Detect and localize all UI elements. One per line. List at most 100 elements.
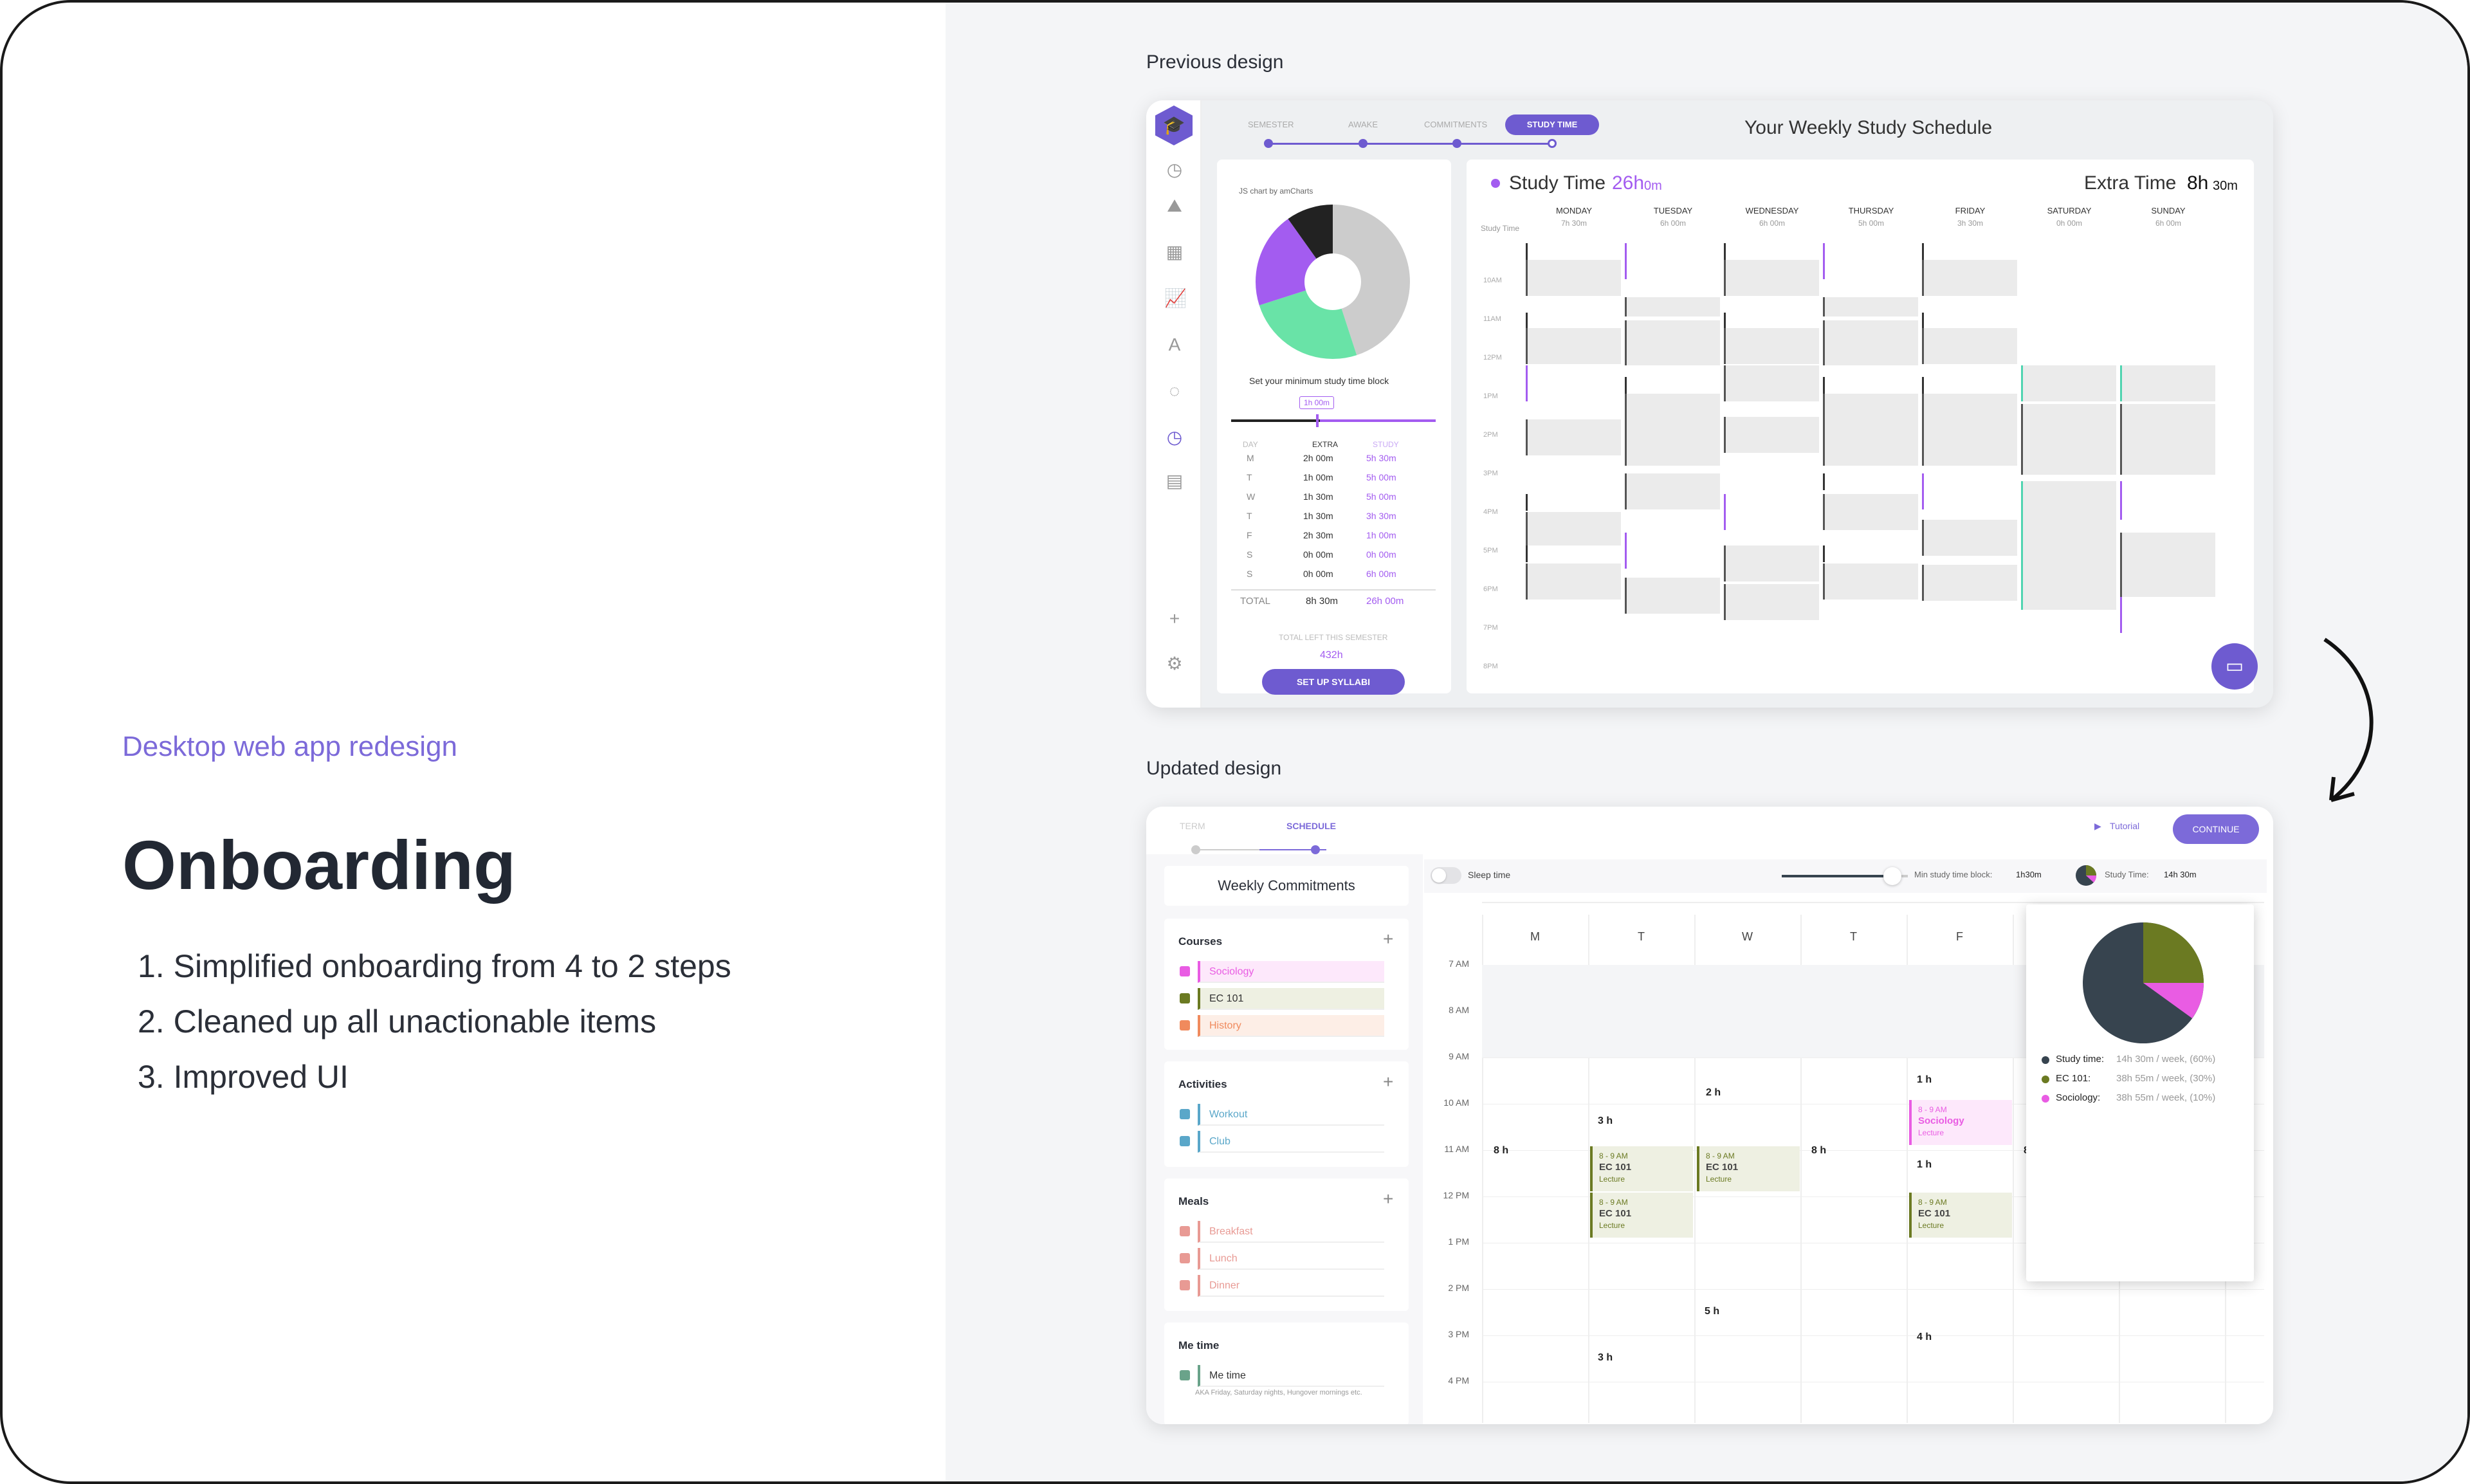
meal-lunch[interactable]: Lunch bbox=[1198, 1248, 1384, 1270]
schedule-block[interactable] bbox=[2021, 481, 2116, 610]
step-schedule[interactable]: SCHEDULE bbox=[1286, 821, 1337, 831]
meal-breakfast[interactable]: Breakfast bbox=[1198, 1221, 1384, 1243]
schedule-block[interactable] bbox=[1823, 545, 1918, 562]
schedule-block[interactable] bbox=[1922, 430, 2017, 466]
schedule-block[interactable] bbox=[1625, 243, 1720, 279]
schedule-block[interactable] bbox=[1724, 417, 1819, 453]
schedule-block[interactable] bbox=[1823, 473, 1918, 490]
schedule-block[interactable] bbox=[2120, 365, 2215, 401]
schedule-block[interactable] bbox=[1724, 260, 1819, 296]
font-icon[interactable]: A bbox=[1168, 334, 1181, 354]
schedule-block[interactable] bbox=[1724, 243, 1819, 260]
schedule-block[interactable] bbox=[1922, 473, 2017, 509]
add-meal-icon[interactable]: + bbox=[1383, 1189, 1394, 1209]
schedule-block[interactable] bbox=[1922, 565, 2017, 601]
course-ec101[interactable]: EC 101 bbox=[1198, 988, 1384, 1010]
schedule-block[interactable] bbox=[2021, 404, 2116, 475]
schedule-block[interactable] bbox=[1823, 320, 1918, 365]
schedule-block[interactable] bbox=[1922, 520, 2017, 556]
schedule-block[interactable] bbox=[1724, 365, 1819, 401]
schedule-block[interactable] bbox=[1823, 377, 1918, 394]
ec101-event[interactable]: 8 - 9 AM EC 101 Lecture bbox=[1697, 1146, 1800, 1191]
schedule-block[interactable] bbox=[1526, 563, 1621, 600]
schedule-block[interactable] bbox=[2120, 533, 2215, 603]
schedule-block[interactable] bbox=[1922, 243, 2017, 260]
schedule-block[interactable] bbox=[2021, 365, 2116, 401]
climb-icon[interactable]: ⛰ bbox=[1167, 196, 1182, 215]
schedule-block[interactable] bbox=[1922, 394, 2017, 430]
schedule-block[interactable] bbox=[1823, 494, 1918, 530]
mini-pie-icon[interactable] bbox=[2075, 865, 2097, 886]
schedule-block[interactable] bbox=[1526, 365, 1621, 401]
schedule-block[interactable] bbox=[1625, 297, 1720, 316]
schedule-block[interactable] bbox=[2120, 404, 2215, 475]
step-commitments[interactable]: COMMITMENTS bbox=[1424, 120, 1488, 129]
schedule-block[interactable] bbox=[1625, 533, 1720, 569]
ec101-event[interactable]: 8 - 9 AM EC 101 Lecture bbox=[1909, 1193, 2012, 1238]
chart-icon[interactable]: 📈 bbox=[1164, 288, 1187, 308]
sleep-toggle[interactable] bbox=[1431, 867, 1461, 884]
step-semester[interactable]: SEMESTER bbox=[1248, 120, 1294, 129]
min-block-handle[interactable] bbox=[1883, 867, 1901, 885]
clock-icon[interactable]: ◷ bbox=[1166, 427, 1183, 447]
schedule-block[interactable] bbox=[1823, 430, 1918, 466]
meal-dinner[interactable]: Dinner bbox=[1198, 1275, 1384, 1297]
ec101-event[interactable]: 8 - 9 AM EC 101 Lecture bbox=[1590, 1193, 1693, 1238]
slider-handle[interactable] bbox=[1316, 414, 1319, 427]
step-study-time[interactable]: STUDY TIME bbox=[1505, 115, 1599, 135]
play-icon[interactable]: ▶ bbox=[2094, 821, 2101, 831]
ec101-event[interactable]: 8 - 9 AM EC 101 Lecture bbox=[1590, 1146, 1693, 1191]
chat-support-icon[interactable]: ▭ bbox=[2211, 643, 2258, 690]
schedule-block[interactable] bbox=[1526, 494, 1621, 511]
gear-icon[interactable]: ⚙ bbox=[1166, 654, 1183, 673]
add-course-icon[interactable]: + bbox=[1383, 929, 1394, 949]
schedule-block[interactable] bbox=[1625, 394, 1720, 430]
schedule-block[interactable] bbox=[1526, 545, 1621, 562]
calendar-icon[interactable]: ▦ bbox=[1166, 242, 1184, 262]
continue-button[interactable]: CONTINUE bbox=[2173, 814, 2259, 844]
tutorial-link[interactable]: Tutorial bbox=[2110, 821, 2140, 831]
schedule-block[interactable] bbox=[1625, 578, 1720, 614]
schedule-block[interactable] bbox=[1625, 320, 1720, 365]
schedule-block[interactable] bbox=[1922, 377, 2017, 394]
chat-icon[interactable]: ◌ bbox=[1169, 381, 1180, 401]
schedule-block[interactable] bbox=[1526, 260, 1621, 296]
schedule-block[interactable] bbox=[1526, 243, 1621, 260]
schedule-block[interactable] bbox=[1625, 430, 1720, 466]
schedule-block[interactable] bbox=[1724, 584, 1819, 620]
course-history[interactable]: History bbox=[1198, 1015, 1384, 1037]
schedule-block[interactable] bbox=[1625, 377, 1720, 394]
schedule-block[interactable] bbox=[2120, 597, 2215, 633]
step-dot bbox=[1311, 845, 1320, 854]
schedule-block[interactable] bbox=[1526, 419, 1621, 455]
sociology-event[interactable]: 8 - 9 AM Sociology Lecture bbox=[1909, 1100, 2012, 1145]
schedule-block[interactable] bbox=[1526, 328, 1621, 364]
schedule-block[interactable] bbox=[1922, 260, 2017, 296]
schedule-block[interactable] bbox=[1526, 313, 1621, 329]
step-term[interactable]: TERM bbox=[1180, 821, 1205, 831]
schedule-block[interactable] bbox=[1823, 297, 1918, 316]
schedule-block[interactable] bbox=[1823, 563, 1918, 600]
schedule-block[interactable] bbox=[1823, 243, 1918, 279]
timer-icon[interactable]: ◷ bbox=[1166, 160, 1183, 179]
schedule-block[interactable] bbox=[1625, 473, 1720, 509]
metime-item[interactable]: Me time bbox=[1198, 1365, 1384, 1387]
hour-label: 11 AM bbox=[1444, 1144, 1469, 1154]
activity-workout[interactable]: Workout bbox=[1198, 1104, 1384, 1126]
course-sociology[interactable]: Sociology bbox=[1198, 961, 1384, 983]
add-activity-icon[interactable]: + bbox=[1383, 1072, 1394, 1092]
schedule-block[interactable] bbox=[1724, 494, 1819, 530]
schedule-block[interactable] bbox=[1724, 313, 1819, 329]
schedule-block[interactable] bbox=[1922, 328, 2017, 364]
schedule-block[interactable] bbox=[2120, 481, 2215, 520]
step-awake[interactable]: AWAKE bbox=[1348, 120, 1378, 129]
schedule-block[interactable] bbox=[1922, 313, 2017, 329]
schedule-block[interactable] bbox=[1526, 512, 1621, 548]
schedule-block[interactable] bbox=[1724, 545, 1819, 582]
plus-icon[interactable]: + bbox=[1169, 609, 1180, 628]
book-icon[interactable]: ▤ bbox=[1166, 471, 1184, 491]
schedule-block[interactable] bbox=[1823, 394, 1918, 430]
setup-syllabi-button[interactable]: SET UP SYLLABI bbox=[1262, 669, 1405, 695]
schedule-block[interactable] bbox=[1724, 328, 1819, 364]
activity-club[interactable]: Club bbox=[1198, 1131, 1384, 1153]
